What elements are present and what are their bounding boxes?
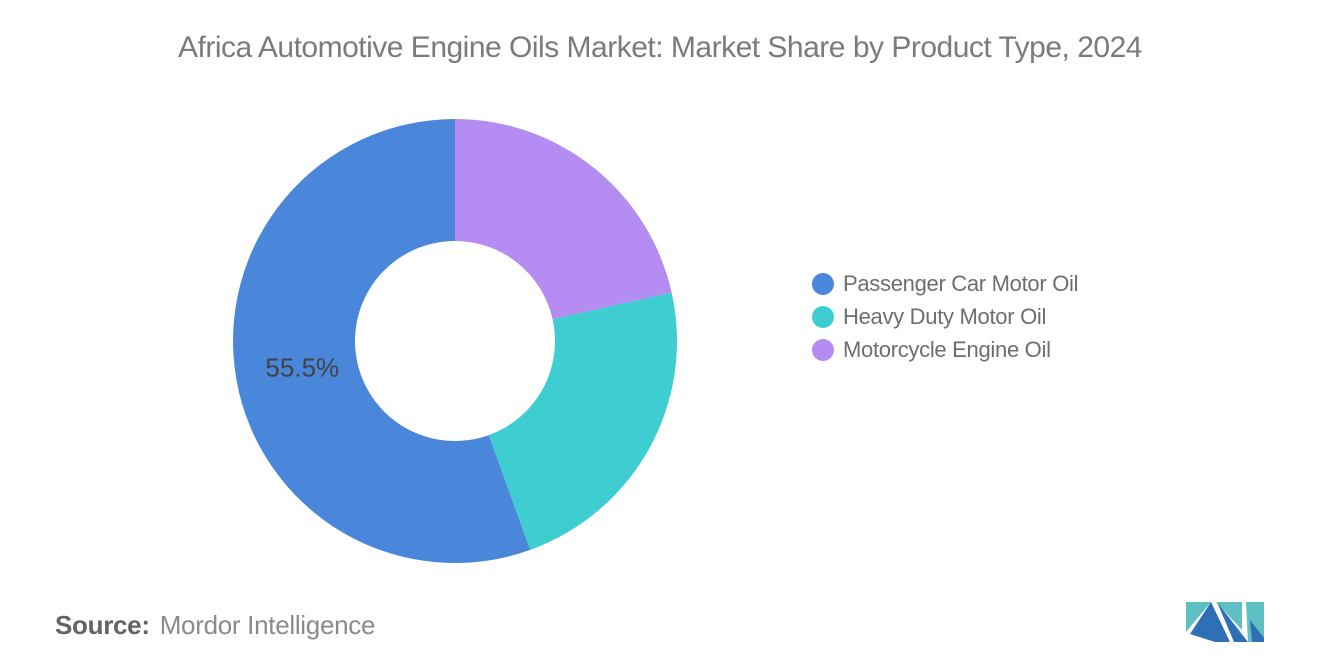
logo-blue-diagonal-left [1190, 602, 1230, 642]
donut-chart: 55.5% [230, 116, 680, 566]
donut-slice-heavy-duty-motor-oil [488, 292, 677, 550]
legend-label: Heavy Duty Motor Oil [843, 303, 1047, 329]
legend-item-heavy-duty-motor-oil: Heavy Duty Motor Oil [812, 300, 1078, 333]
legend: Passenger Car Motor Oil Heavy Duty Motor… [812, 267, 1078, 366]
legend-swatch-motorcycle-engine-oil [812, 338, 834, 361]
source-value: Mordor Intelligence [159, 610, 376, 640]
source-label: Source: [55, 610, 150, 640]
chart-title: Africa Automotive Engine Oils Market: Ma… [178, 31, 1142, 64]
donut-slice-passenger-car-motor-oil [233, 119, 531, 563]
mordor-intelligence-logo [1186, 602, 1264, 642]
legend-swatch-heavy-duty-motor-oil [812, 305, 834, 328]
source-line: Source: Mordor Intelligence [55, 610, 375, 641]
slice-data-label: 55.5% [265, 353, 339, 383]
logo-teal-triangle-middle [1216, 602, 1242, 630]
legend-label: Motorcycle Engine Oil [843, 336, 1051, 362]
logo-teal-triangle-left [1186, 602, 1211, 632]
donut-svg: 55.5% [233, 119, 677, 563]
legend-swatch-passenger-car-motor-oil [812, 272, 834, 295]
legend-label: Passenger Car Motor Oil [843, 270, 1079, 296]
logo-blue-diagonal-middle [1217, 602, 1248, 642]
logo-teal-bar-right [1246, 602, 1264, 642]
donut-slice-motorcycle-engine-oil [455, 119, 672, 320]
legend-item-motorcycle-engine-oil: Motorcycle Engine Oil [812, 333, 1078, 366]
logo-blue-triangle-right [1250, 620, 1264, 642]
legend-item-passenger-car-motor-oil: Passenger Car Motor Oil [812, 267, 1078, 300]
